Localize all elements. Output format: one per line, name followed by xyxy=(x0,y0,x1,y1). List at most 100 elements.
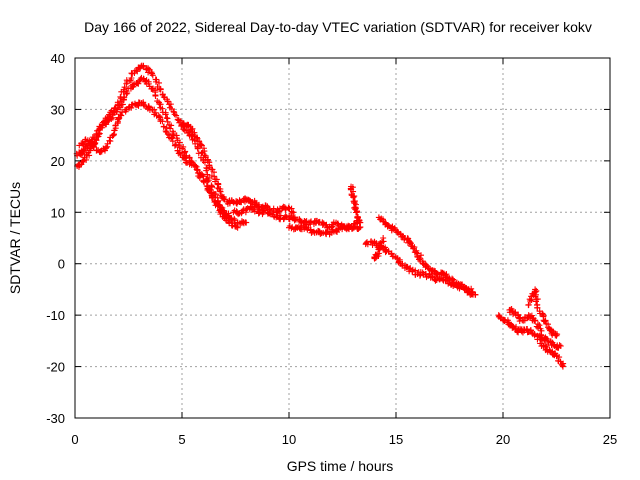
series-track-m xyxy=(525,286,561,339)
data-point xyxy=(208,190,215,197)
data-point xyxy=(167,101,174,108)
plot-frame xyxy=(74,57,611,419)
data-point xyxy=(525,302,532,309)
data-point xyxy=(156,79,163,86)
axis-ticks xyxy=(74,57,611,419)
data-point xyxy=(169,138,176,145)
data-point xyxy=(418,252,425,259)
data-point xyxy=(233,199,240,206)
data-point xyxy=(179,150,186,157)
data-point xyxy=(121,84,128,91)
data-point xyxy=(200,178,207,185)
data-point xyxy=(226,214,233,221)
data-point xyxy=(389,253,396,260)
data-point xyxy=(233,223,240,230)
data-points xyxy=(73,62,567,370)
data-point xyxy=(170,108,177,115)
data-point xyxy=(78,151,85,158)
data-point xyxy=(212,178,219,185)
data-point xyxy=(191,133,198,140)
data-point xyxy=(207,189,214,196)
data-point xyxy=(532,317,539,324)
data-point xyxy=(225,213,232,220)
data-point xyxy=(234,224,241,231)
data-point xyxy=(197,173,204,180)
x-tick-label: 20 xyxy=(496,432,510,447)
data-point xyxy=(377,245,384,252)
data-point xyxy=(159,118,166,125)
data-point xyxy=(329,226,336,233)
data-point xyxy=(169,134,176,141)
data-point xyxy=(542,317,549,324)
data-point xyxy=(121,94,128,101)
data-point xyxy=(534,304,541,311)
data-point xyxy=(419,260,426,267)
series-track-j xyxy=(371,235,387,262)
data-point xyxy=(282,206,289,213)
y-tick-label: -20 xyxy=(46,360,65,375)
data-point xyxy=(218,204,225,211)
data-point xyxy=(212,191,219,198)
data-point xyxy=(99,124,106,131)
data-point xyxy=(217,188,224,195)
series-track-k xyxy=(495,312,567,370)
data-point xyxy=(354,208,361,215)
data-point xyxy=(168,122,175,129)
data-point xyxy=(413,249,420,256)
data-point xyxy=(364,241,371,248)
data-point xyxy=(290,209,297,216)
series-track-c xyxy=(76,99,233,221)
y-tick-label: 40 xyxy=(51,51,65,66)
x-axis-label: GPS time / hours xyxy=(287,458,394,474)
data-point xyxy=(221,212,228,219)
data-point xyxy=(171,111,178,118)
data-point xyxy=(164,118,171,125)
data-point xyxy=(527,327,534,334)
data-point xyxy=(251,208,258,215)
data-point xyxy=(439,276,446,283)
data-point xyxy=(515,311,522,318)
data-point xyxy=(90,143,97,150)
series-track-a xyxy=(74,62,250,227)
data-point xyxy=(173,141,180,148)
x-tick-label: 15 xyxy=(389,432,403,447)
data-point xyxy=(87,139,94,146)
data-point xyxy=(164,131,171,138)
data-point xyxy=(556,354,563,361)
data-point xyxy=(140,63,147,70)
data-point xyxy=(118,112,125,119)
data-point xyxy=(104,140,111,147)
data-point xyxy=(80,157,87,164)
data-point xyxy=(380,235,387,241)
x-tick-label: 10 xyxy=(282,432,296,447)
data-point xyxy=(399,260,406,267)
data-point xyxy=(390,226,397,233)
data-point xyxy=(286,216,293,223)
data-point xyxy=(463,285,470,292)
data-point xyxy=(509,323,516,330)
data-point xyxy=(537,331,544,338)
data-point xyxy=(149,106,156,113)
series-track-g xyxy=(347,183,364,226)
data-point xyxy=(353,209,360,216)
data-point xyxy=(347,223,354,230)
data-point xyxy=(377,242,384,249)
x-tick-label: 0 xyxy=(71,432,78,447)
data-point xyxy=(509,308,516,315)
x-tick-label: 5 xyxy=(178,432,185,447)
x-tick-label: 25 xyxy=(603,432,617,447)
data-point xyxy=(356,219,363,226)
data-point xyxy=(152,92,159,99)
data-point xyxy=(553,332,560,339)
data-point xyxy=(162,127,169,134)
data-point xyxy=(139,100,146,107)
data-point xyxy=(86,152,93,159)
data-point xyxy=(307,226,314,233)
data-point xyxy=(455,280,462,287)
data-point xyxy=(160,123,167,130)
data-point xyxy=(171,142,178,149)
data-point xyxy=(532,298,539,305)
data-point xyxy=(149,72,156,79)
data-point xyxy=(351,193,358,200)
data-point xyxy=(556,342,563,349)
